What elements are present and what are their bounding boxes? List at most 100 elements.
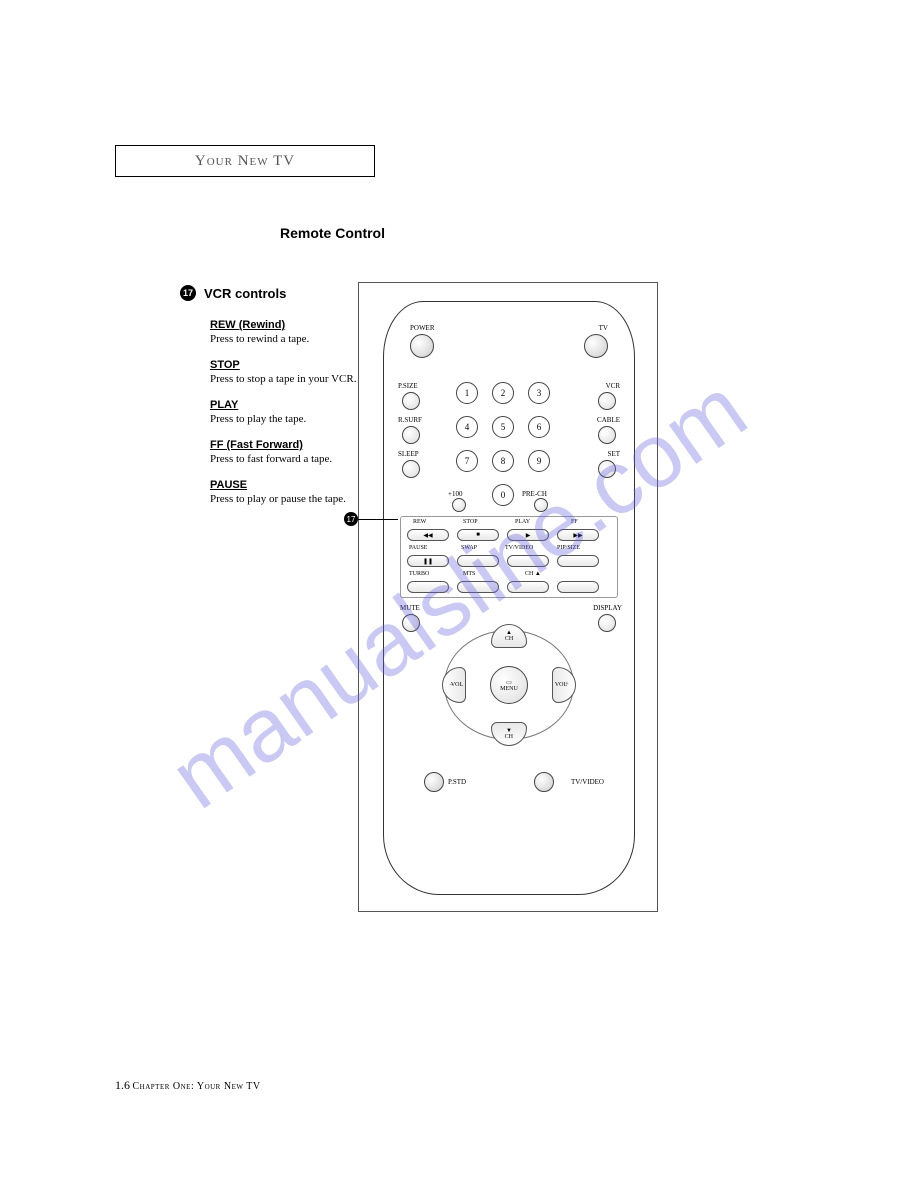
page: Your New TV Remote Control 17 VCR contro…	[0, 0, 918, 1188]
numpad-6: 6	[528, 416, 550, 438]
label-sleep: SLEEP	[398, 450, 419, 458]
vcr-btn-tvvideo	[507, 555, 549, 567]
numpad-0: 0	[492, 484, 514, 506]
numpad-1: 1	[456, 382, 478, 404]
vcr-label-tvvideo: TV/VIDEO	[505, 545, 533, 551]
dpad-left-label: VOL	[451, 682, 463, 688]
cable-button-icon	[598, 426, 616, 444]
numpad-7: 7	[456, 450, 478, 472]
vcr-btn-stop: ■	[457, 529, 499, 541]
callout-badge: 17	[344, 512, 358, 526]
control-desc-stop: Press to stop a tape in your VCR.	[210, 373, 356, 385]
control-desc-play: Press to play the tape.	[210, 413, 356, 425]
vcr-label-pause: PAUSE	[409, 545, 427, 551]
content-area: 17 VCR controls REW (Rewind) Press to re…	[180, 285, 356, 519]
vcr-label-ch: CH ▲	[525, 571, 541, 577]
dpad: ▲ CH CH ▼ − VOL + VOL	[444, 630, 574, 740]
prech-button-icon	[534, 498, 548, 512]
vcr-label-mts: MTS	[463, 571, 475, 577]
vcr-btn-turbo	[407, 581, 449, 593]
control-list: REW (Rewind) Press to rewind a tape. STO…	[210, 319, 356, 505]
label-prech: PRE-CH	[522, 490, 547, 498]
page-header-title: Your New TV	[195, 153, 295, 170]
label-display: DISPLAY	[593, 604, 622, 612]
menu-button: ▭ MENU	[490, 666, 528, 704]
set-button-icon	[598, 460, 616, 478]
footer-page: 1.6	[115, 1078, 130, 1092]
vcr-panel: REW STOP PLAY FF ◀◀ ■ ▶ ▶▶ PAUSE SWAP TV…	[400, 516, 618, 598]
dpad-down-label: CH	[505, 734, 513, 740]
menu-icon: ▭	[506, 679, 512, 686]
control-label-rew: REW (Rewind)	[210, 319, 356, 331]
numpad-8: 8	[492, 450, 514, 472]
label-tv: TV	[599, 324, 608, 332]
vcr-btn-mts	[457, 581, 499, 593]
label-plus100: +100	[448, 490, 462, 498]
vcr-label-play: PLAY	[515, 519, 530, 525]
vcr-btn-pipsize	[557, 555, 599, 567]
display-button-icon	[598, 614, 616, 632]
dpad-up-label: CH	[505, 636, 513, 642]
label-mute: MUTE	[400, 604, 420, 612]
control-desc-ff: Press to fast forward a tape.	[210, 453, 356, 465]
label-tvvideo-bottom: TV/VIDEO	[571, 778, 604, 786]
control-item: PLAY Press to play the tape.	[210, 399, 356, 425]
label-vcr: VCR	[606, 382, 620, 390]
vcr-label-ff: FF	[571, 519, 578, 525]
sleep-button-icon	[402, 460, 420, 478]
item-title: VCR controls	[204, 286, 286, 301]
pstd-button-icon	[424, 772, 444, 792]
control-item: STOP Press to stop a tape in your VCR.	[210, 359, 356, 385]
tvvideo-button-icon	[534, 772, 554, 792]
item-header: 17 VCR controls	[180, 285, 356, 301]
vcr-button-icon	[598, 392, 616, 410]
psize-button-icon	[402, 392, 420, 410]
power-button-icon	[410, 334, 434, 358]
control-item: FF (Fast Forward) Press to fast forward …	[210, 439, 356, 465]
dpad-right-label: VOL	[555, 682, 567, 688]
control-label-stop: STOP	[210, 359, 356, 371]
control-label-pause: PAUSE	[210, 479, 356, 491]
rsurf-button-icon	[402, 426, 420, 444]
control-desc-rew: Press to rewind a tape.	[210, 333, 356, 345]
control-label-ff: FF (Fast Forward)	[210, 439, 356, 451]
vcr-btn-ff: ▶▶	[557, 529, 599, 541]
vcr-btn-rew: ◀◀	[407, 529, 449, 541]
label-cable: CABLE	[597, 416, 620, 424]
label-set: SET	[608, 450, 620, 458]
numpad-3: 3	[528, 382, 550, 404]
dpad-down-sym: ▼	[506, 728, 512, 734]
vcr-btn-pause: ❚❚	[407, 555, 449, 567]
control-item: REW (Rewind) Press to rewind a tape.	[210, 319, 356, 345]
remote-frame: POWER TV P.SIZE R.SURF SLEEP VCR CABLE S…	[358, 282, 658, 912]
vcr-label-rew: REW	[413, 519, 426, 525]
numpad-5: 5	[492, 416, 514, 438]
footer-chapter: Chapter One: Your New TV	[133, 1081, 261, 1092]
plus100-button-icon	[452, 498, 466, 512]
numpad-4: 4	[456, 416, 478, 438]
control-label-play: PLAY	[210, 399, 356, 411]
control-desc-pause: Press to play or pause the tape.	[210, 493, 356, 505]
remote-body: POWER TV P.SIZE R.SURF SLEEP VCR CABLE S…	[383, 301, 635, 895]
callout-line	[358, 519, 398, 520]
remote-inner: POWER TV P.SIZE R.SURF SLEEP VCR CABLE S…	[394, 312, 624, 884]
item-badge: 17	[180, 285, 196, 301]
vcr-btn-swap	[457, 555, 499, 567]
dpad-up: ▲ CH	[491, 624, 527, 648]
page-header-box: Your New TV	[115, 145, 375, 177]
vcr-label-stop: STOP	[463, 519, 478, 525]
vcr-label-turbo: TURBO	[409, 571, 429, 577]
page-footer: 1.6 Chapter One: Your New TV	[115, 1078, 261, 1093]
label-pstd: P.STD	[448, 778, 466, 786]
menu-label: MENU	[500, 686, 518, 692]
tv-button-icon	[584, 334, 608, 358]
vcr-label-pipsize: PIP/SIZE	[557, 545, 580, 551]
label-psize: P.SIZE	[398, 382, 418, 390]
vcr-btn-chdown	[557, 581, 599, 593]
vcr-label-swap: SWAP	[461, 545, 477, 551]
numpad-2: 2	[492, 382, 514, 404]
dpad-down: CH ▼	[491, 722, 527, 746]
numpad-9: 9	[528, 450, 550, 472]
label-rsurf: R.SURF	[398, 416, 422, 424]
vcr-btn-chup	[507, 581, 549, 593]
